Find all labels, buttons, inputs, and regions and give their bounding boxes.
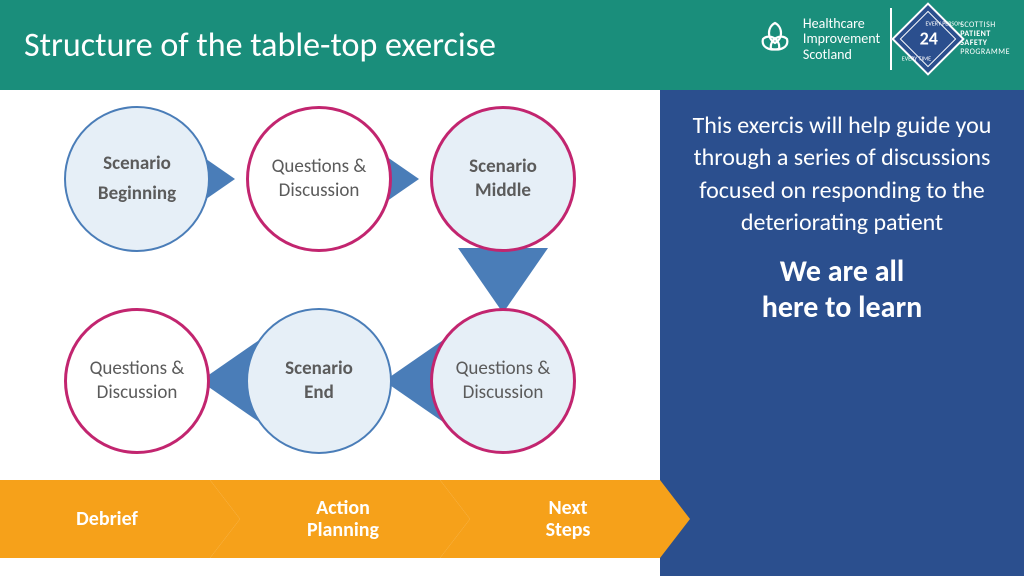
sps-logo: 24 EVERY PERSON EVERY TIME SCOTTISH PATI… <box>902 13 1010 65</box>
his-line: Improvement <box>803 31 880 46</box>
node-label: Questions & <box>90 357 185 381</box>
main-area: Scenario Beginning Questions & Discussio… <box>0 90 1024 576</box>
chevron-next-steps: NextSteps <box>440 480 660 558</box>
node-label: Questions & <box>456 357 551 381</box>
node-label: Scenario <box>469 155 537 179</box>
node-questions-2: Questions & Discussion <box>430 308 576 454</box>
chevron-action-planning: ActionPlanning <box>210 480 440 558</box>
chevron-row: Debrief ActionPlanning NextSteps <box>0 480 660 558</box>
diamond-icon: 24 EVERY PERSON EVERY TIME <box>891 2 965 76</box>
node-label: Scenario <box>285 357 353 381</box>
node-scenario-end: Scenario End <box>246 308 392 454</box>
node-label: Middle <box>475 179 531 203</box>
node-label: Discussion <box>97 381 178 405</box>
his-logo: Healthcare Improvement Scotland <box>755 16 880 62</box>
page-title: Structure of the table-top exercise <box>24 25 496 66</box>
node-label: Questions & <box>272 155 367 179</box>
right-panel-body: This exercis will help guide you through… <box>678 110 1006 240</box>
node-scenario-beginning: Scenario Beginning <box>64 106 210 252</box>
triquetra-icon <box>755 19 795 59</box>
node-label: Scenario <box>103 152 171 176</box>
node-label: Beginning <box>98 182 176 206</box>
connector-arrow <box>458 248 548 313</box>
flow-diagram: Scenario Beginning Questions & Discussio… <box>0 90 660 576</box>
node-scenario-middle: Scenario Middle <box>430 106 576 252</box>
his-line: Healthcare <box>803 16 880 31</box>
header-bar: Structure of the table-top exercise Heal… <box>0 0 1024 90</box>
sps-line: PROGRAMME <box>960 48 1010 57</box>
right-panel-emphasis: We are all here to learn <box>678 254 1006 326</box>
his-line: Scotland <box>803 47 880 62</box>
node-label: End <box>304 381 334 405</box>
node-questions-1: Questions & Discussion <box>246 106 392 252</box>
node-questions-3: Questions & Discussion <box>64 308 210 454</box>
node-label: Discussion <box>279 179 360 203</box>
node-label: Discussion <box>463 381 544 405</box>
chevron-debrief: Debrief <box>0 480 210 558</box>
header-logos: Healthcare Improvement Scotland 24 EVERY… <box>755 8 1010 70</box>
right-panel: This exercis will help guide you through… <box>660 90 1024 576</box>
